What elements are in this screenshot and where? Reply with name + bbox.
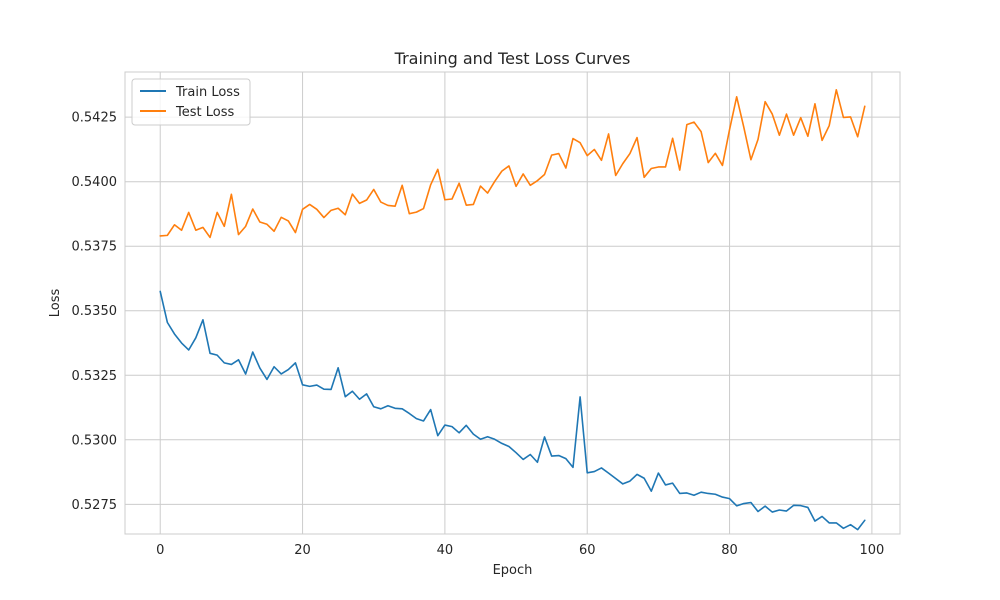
y-axis-label: Loss xyxy=(48,289,63,318)
y-tick-label: 0.5350 xyxy=(72,304,118,319)
y-tick-label: 0.5300 xyxy=(72,433,118,448)
x-tick-label: 80 xyxy=(721,543,738,558)
series-line-test-loss xyxy=(159,89,866,239)
y-tick-label: 0.5425 xyxy=(72,111,118,126)
series-line-train-loss xyxy=(159,290,866,531)
x-tick-label: 60 xyxy=(579,543,596,558)
x-axis-label: Epoch xyxy=(493,563,533,578)
legend: Train Loss Test Loss xyxy=(131,78,251,126)
x-tick-label: 40 xyxy=(437,543,454,558)
x-tick-label: 20 xyxy=(294,543,311,558)
y-tick-label: 0.5375 xyxy=(72,240,118,255)
grid-lines xyxy=(125,72,900,534)
y-tick-label: 0.5275 xyxy=(72,498,118,513)
plot-area xyxy=(125,72,900,534)
chart-title: Training and Test Loss Curves xyxy=(394,49,631,68)
tick-labels: 0 20 40 60 80 100 0.5275 0.5300 0.5325 0.5350 0.53… xyxy=(72,111,885,558)
legend-label-test-loss: Test Loss xyxy=(175,105,234,120)
legend-label-train-loss: Train Loss xyxy=(175,85,240,100)
y-tick-label: 0.5400 xyxy=(72,175,118,190)
x-tick-label: 0 xyxy=(156,543,164,558)
plot-frame xyxy=(124,71,901,535)
series-lines xyxy=(159,89,866,531)
y-tick-label: 0.5325 xyxy=(72,369,118,384)
x-tick-label: 100 xyxy=(859,543,884,558)
